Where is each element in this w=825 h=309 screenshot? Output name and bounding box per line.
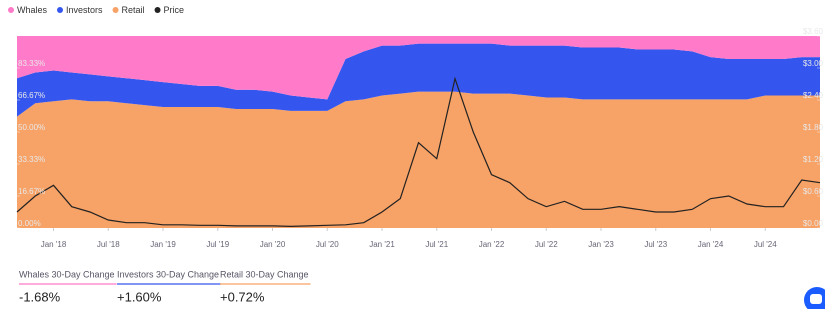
area — [17, 36, 820, 100]
legend-swatch — [154, 7, 161, 13]
legend-label: Price — [164, 5, 185, 15]
legend-swatch — [57, 7, 64, 13]
area — [17, 91, 820, 229]
x-tick-label: Jul '18 — [97, 240, 120, 249]
stat-label: Whales 30-Day Change — [19, 269, 115, 279]
area — [17, 43, 820, 117]
y2-tick-label: $2.40 — [803, 91, 824, 100]
stat-value: +1.60% — [117, 289, 162, 304]
x-tick-label: Jul '19 — [206, 240, 229, 249]
y-tick-label: 50.00% — [18, 123, 45, 132]
stat-value: +0.72% — [220, 289, 265, 304]
y2-tick-label: $1.80 — [803, 123, 824, 132]
stat-label: Retail 30-Day Change — [220, 269, 309, 279]
x-tick-label: Jan '20 — [260, 240, 286, 249]
y2-tick-label: $0.60 — [803, 187, 824, 196]
y-tick-label: 16.67% — [18, 187, 45, 196]
x-tick-label: Jan '24 — [698, 240, 724, 249]
stat-label: Investors 30-Day Change — [117, 269, 219, 279]
stat-value: -1.68% — [19, 289, 61, 304]
x-tick-label: Jan '18 — [41, 240, 67, 249]
legend-label: Whales — [17, 5, 48, 15]
y-tick-label: 66.67% — [18, 91, 45, 100]
plot: 0.00% 16.67% 33.33% 50.00% 66.67% 83.33% $0.00… — [8, 5, 824, 304]
y-tick-label: 33.33% — [18, 155, 45, 164]
x-tick-label: Jan '21 — [369, 240, 395, 249]
y2-tick-label: $3.60 — [803, 27, 824, 36]
legend-swatch — [112, 7, 119, 13]
x-tick-label: Jan '23 — [588, 240, 614, 249]
legend-swatch — [8, 7, 14, 13]
x-tick-label: Jul '23 — [644, 240, 667, 249]
x-tick-label: Jan '19 — [150, 240, 176, 249]
y-tick-label: 83.33% — [18, 59, 45, 68]
legend-label: Investors — [66, 5, 103, 15]
price-line — [16, 76, 821, 228]
legend-label: Retail — [122, 5, 145, 15]
x-tick-label: Jul '22 — [535, 240, 558, 249]
y2-tick-label: $1.20 — [803, 155, 824, 164]
x-tick-label: Jul '21 — [425, 240, 448, 249]
x-tick-label: Jan '22 — [479, 240, 505, 249]
y2-tick-label: $3.00 — [803, 59, 824, 68]
y2-tick-label: $0.00 — [803, 219, 824, 228]
x-tick-label: Jul '24 — [754, 240, 777, 249]
y-tick-label: 0.00% — [18, 219, 41, 228]
help-icon — [810, 294, 822, 304]
x-tick-label: Jul '20 — [316, 240, 339, 249]
